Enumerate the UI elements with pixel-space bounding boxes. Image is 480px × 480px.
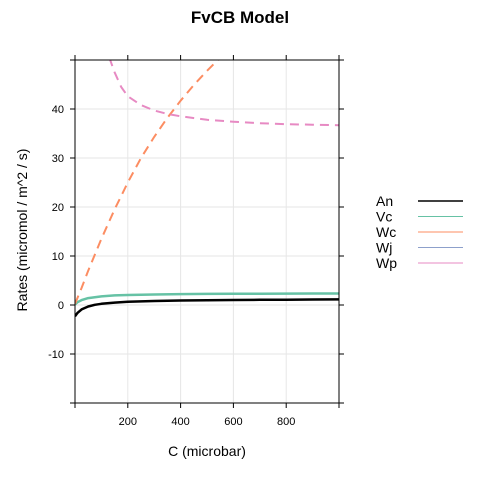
axis-ticks (70, 55, 344, 408)
series-line-wp (109, 60, 339, 127)
x-tick-label: 600 (224, 416, 242, 428)
y-tick-label: 40 (52, 104, 64, 116)
legend-label-wc: Wc (376, 224, 396, 240)
legend-label-vc: Vc (376, 209, 392, 225)
y-tick-label: 20 (52, 202, 64, 214)
x-axis-label: C (microbar) (168, 443, 246, 459)
x-tick-label: 800 (277, 416, 295, 428)
x-tick-label: 200 (119, 416, 137, 428)
x-tick-label: 400 (171, 416, 189, 428)
series-layer (75, 60, 339, 318)
legend-label-an: An (376, 193, 393, 209)
y-tick-label: 10 (52, 251, 64, 263)
tick-labels: 200 400 600 800 -10 0 10 20 30 40 (48, 104, 295, 428)
plot-frame (74, 59, 340, 404)
chart-title: FvCB Model (191, 8, 289, 27)
y-axis-label: Rates (micromol / m^2 / s) (14, 149, 30, 312)
legend-label-wp: Wp (376, 255, 397, 271)
legend-label-wj: Wj (376, 240, 392, 256)
y-tick-label: -10 (48, 349, 64, 361)
series-line-an (75, 298, 339, 318)
y-tick-label: 0 (58, 300, 64, 312)
y-tick-label: 30 (52, 153, 64, 165)
series-line-vc (75, 292, 339, 306)
series-line-wc (75, 60, 220, 305)
grid-lines (75, 60, 339, 403)
